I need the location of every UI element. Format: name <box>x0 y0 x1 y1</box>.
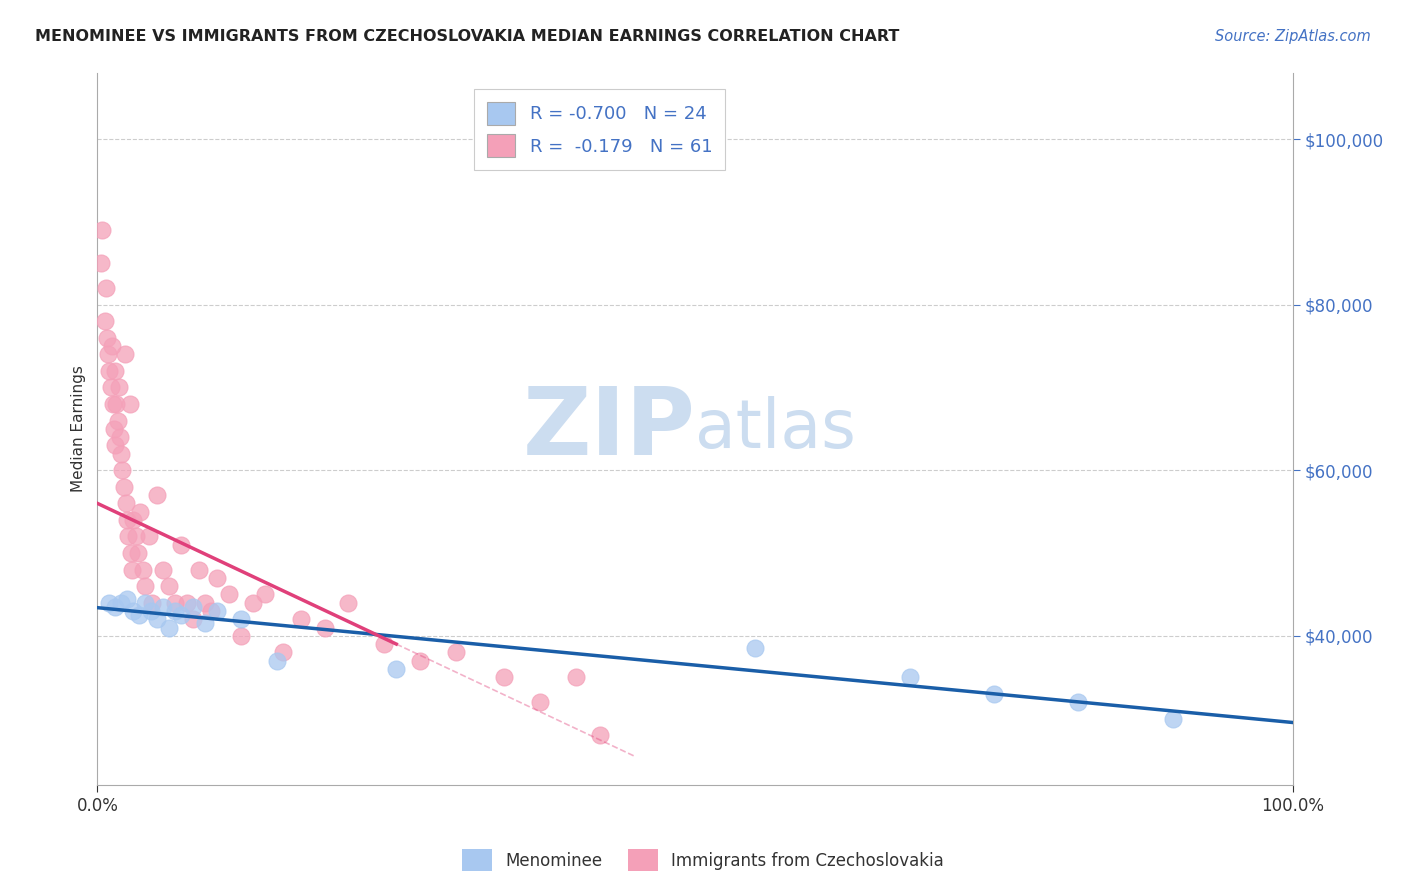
Point <box>132 563 155 577</box>
Point <box>1067 695 1090 709</box>
Point <box>111 463 134 477</box>
Point <box>152 563 174 577</box>
Point <box>146 612 169 626</box>
Text: Source: ZipAtlas.com: Source: ZipAtlas.com <box>1215 29 1371 44</box>
Point <box>181 612 204 626</box>
Point <box>564 670 586 684</box>
Point <box>253 587 276 601</box>
Point <box>194 616 217 631</box>
Legend: R = -0.700   N = 24, R =  -0.179   N = 61: R = -0.700 N = 24, R = -0.179 N = 61 <box>474 89 725 169</box>
Point <box>337 596 360 610</box>
Point <box>266 654 288 668</box>
Point <box>373 637 395 651</box>
Point <box>146 488 169 502</box>
Point <box>105 397 128 411</box>
Point <box>152 599 174 614</box>
Text: ZIP: ZIP <box>522 383 695 475</box>
Point <box>409 654 432 668</box>
Point <box>229 629 252 643</box>
Point <box>444 645 467 659</box>
Point <box>588 728 610 742</box>
Text: MENOMINEE VS IMMIGRANTS FROM CZECHOSLOVAKIA MEDIAN EARNINGS CORRELATION CHART: MENOMINEE VS IMMIGRANTS FROM CZECHOSLOVA… <box>35 29 900 44</box>
Point <box>205 571 228 585</box>
Point <box>900 670 922 684</box>
Point <box>188 563 211 577</box>
Point <box>91 223 114 237</box>
Point <box>98 596 121 610</box>
Point <box>104 438 127 452</box>
Point <box>107 414 129 428</box>
Point <box>1163 712 1185 726</box>
Point <box>176 596 198 610</box>
Point <box>93 314 115 328</box>
Point <box>118 397 141 411</box>
Point <box>104 599 127 614</box>
Point <box>124 529 146 543</box>
Text: atlas: atlas <box>695 396 856 462</box>
Point <box>385 662 408 676</box>
Point <box>170 538 193 552</box>
Point <box>115 496 138 510</box>
Point <box>141 596 163 610</box>
Point <box>110 596 132 610</box>
Point <box>103 422 125 436</box>
Point <box>110 447 132 461</box>
Point <box>97 347 120 361</box>
Point <box>141 604 163 618</box>
Point <box>205 604 228 618</box>
Point <box>128 608 150 623</box>
Point <box>529 695 551 709</box>
Point <box>242 596 264 610</box>
Point <box>90 256 112 270</box>
Point <box>120 546 142 560</box>
Point <box>121 563 143 577</box>
Point <box>744 641 766 656</box>
Point <box>165 596 187 610</box>
Point <box>104 364 127 378</box>
Point <box>112 480 135 494</box>
Point <box>127 546 149 560</box>
Point <box>138 529 160 543</box>
Point <box>134 596 156 610</box>
Legend: Menominee, Immigrants from Czechoslovakia: Menominee, Immigrants from Czechoslovaki… <box>454 841 952 880</box>
Point <box>218 587 240 601</box>
Point <box>165 604 187 618</box>
Point <box>98 364 121 378</box>
Point <box>108 380 131 394</box>
Point <box>129 505 152 519</box>
Point <box>122 513 145 527</box>
Point <box>194 596 217 610</box>
Point <box>108 430 131 444</box>
Point <box>157 579 180 593</box>
Point <box>117 591 139 606</box>
Point <box>101 397 124 411</box>
Point <box>229 612 252 626</box>
Point <box>117 513 139 527</box>
Point <box>290 612 312 626</box>
Point <box>94 281 117 295</box>
Point <box>122 604 145 618</box>
Point <box>117 529 139 543</box>
Point <box>170 608 193 623</box>
Point <box>114 347 136 361</box>
Point <box>200 604 222 618</box>
Point <box>157 620 180 634</box>
Point <box>271 645 294 659</box>
Point <box>100 339 122 353</box>
Point <box>314 620 336 634</box>
Point <box>983 687 1005 701</box>
Point <box>492 670 515 684</box>
Y-axis label: Median Earnings: Median Earnings <box>72 366 86 492</box>
Point <box>96 331 118 345</box>
Point <box>100 380 122 394</box>
Point <box>134 579 156 593</box>
Point <box>181 599 204 614</box>
